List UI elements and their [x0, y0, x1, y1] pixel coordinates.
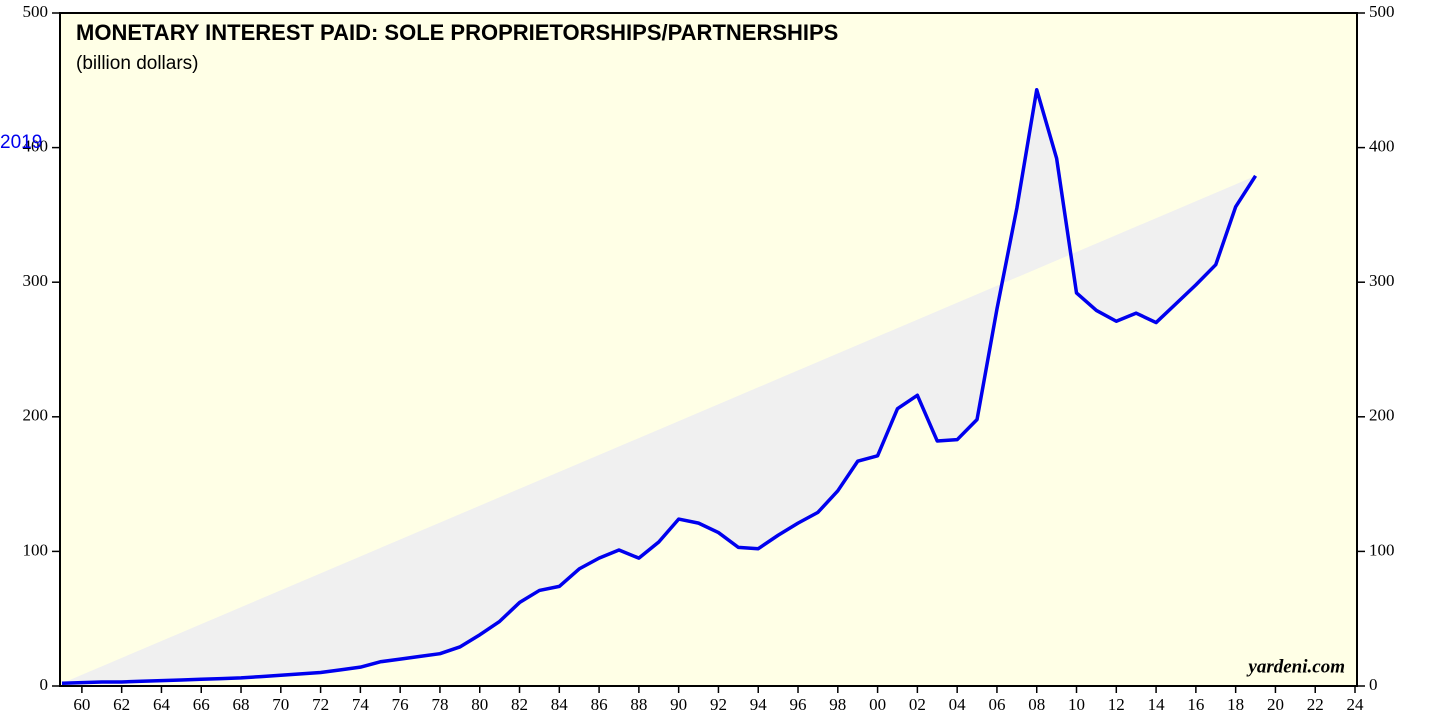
y2-tick-label: 300: [1369, 271, 1395, 290]
x-tick-label: 64: [153, 695, 171, 714]
y2-tick-label: 400: [1369, 137, 1395, 156]
chart-title: MONETARY INTEREST PAID: SOLE PROPRIETORS…: [76, 20, 838, 45]
x-tick-label: 06: [988, 695, 1005, 714]
x-tick-label: 12: [1108, 695, 1125, 714]
plot-background: [60, 13, 1357, 686]
y-tick-label: 0: [40, 675, 49, 694]
y2-tick-label: 200: [1369, 406, 1395, 425]
x-tick-label: 08: [1028, 695, 1045, 714]
x-tick-label: 90: [670, 695, 687, 714]
y-tick-label: 500: [23, 2, 49, 21]
x-tick-label: 22: [1307, 695, 1324, 714]
x-tick-label: 80: [471, 695, 488, 714]
watermark: yardeni.com: [1246, 656, 1345, 677]
plot-frame: [59, 12, 1358, 687]
x-tick-label: 10: [1068, 695, 1085, 714]
x-tick-label: 94: [750, 695, 768, 714]
line: [61, 87, 1258, 686]
y-tick-label: 400: [23, 137, 49, 156]
y-tick-label: 100: [23, 540, 49, 559]
x-tick-label: 76: [392, 695, 409, 714]
x-tick-label: 70: [272, 695, 289, 714]
x-tick-label: 96: [790, 695, 807, 714]
x-tick-label: 62: [113, 695, 130, 714]
x-tick-label: 78: [431, 695, 448, 714]
y-tick-label: 300: [23, 271, 49, 290]
x-tick-label: 74: [352, 695, 370, 714]
chart-subtitle: (billion dollars): [76, 53, 199, 74]
x-tick-label: 14: [1148, 695, 1166, 714]
x-tick-label: 92: [710, 695, 727, 714]
x-tick-label: 68: [233, 695, 250, 714]
y2-tick-label: 0: [1369, 675, 1378, 694]
x-tick-label: 00: [869, 695, 886, 714]
x-tick-label: 82: [511, 695, 528, 714]
x-tick-label: 84: [551, 695, 569, 714]
x-tick-label: 18: [1227, 695, 1244, 714]
x-tick-label: 20: [1267, 695, 1284, 714]
x-tick-label: 72: [312, 695, 329, 714]
x-tick-label: 24: [1347, 695, 1365, 714]
end-label: 2019: [0, 132, 42, 153]
x-tick-label: 04: [949, 695, 967, 714]
x-tick-label: 60: [73, 695, 90, 714]
x-tick-label: 88: [630, 695, 647, 714]
x-tick-label: 66: [193, 695, 210, 714]
y2-tick-label: 500: [1369, 2, 1395, 21]
x-tick-label: 86: [591, 695, 608, 714]
y-tick-label: 200: [23, 406, 49, 425]
x-tick-label: 02: [909, 695, 926, 714]
x-tick-label: 98: [829, 695, 846, 714]
x-tick-label: 16: [1187, 695, 1204, 714]
y2-tick-label: 100: [1369, 540, 1395, 559]
